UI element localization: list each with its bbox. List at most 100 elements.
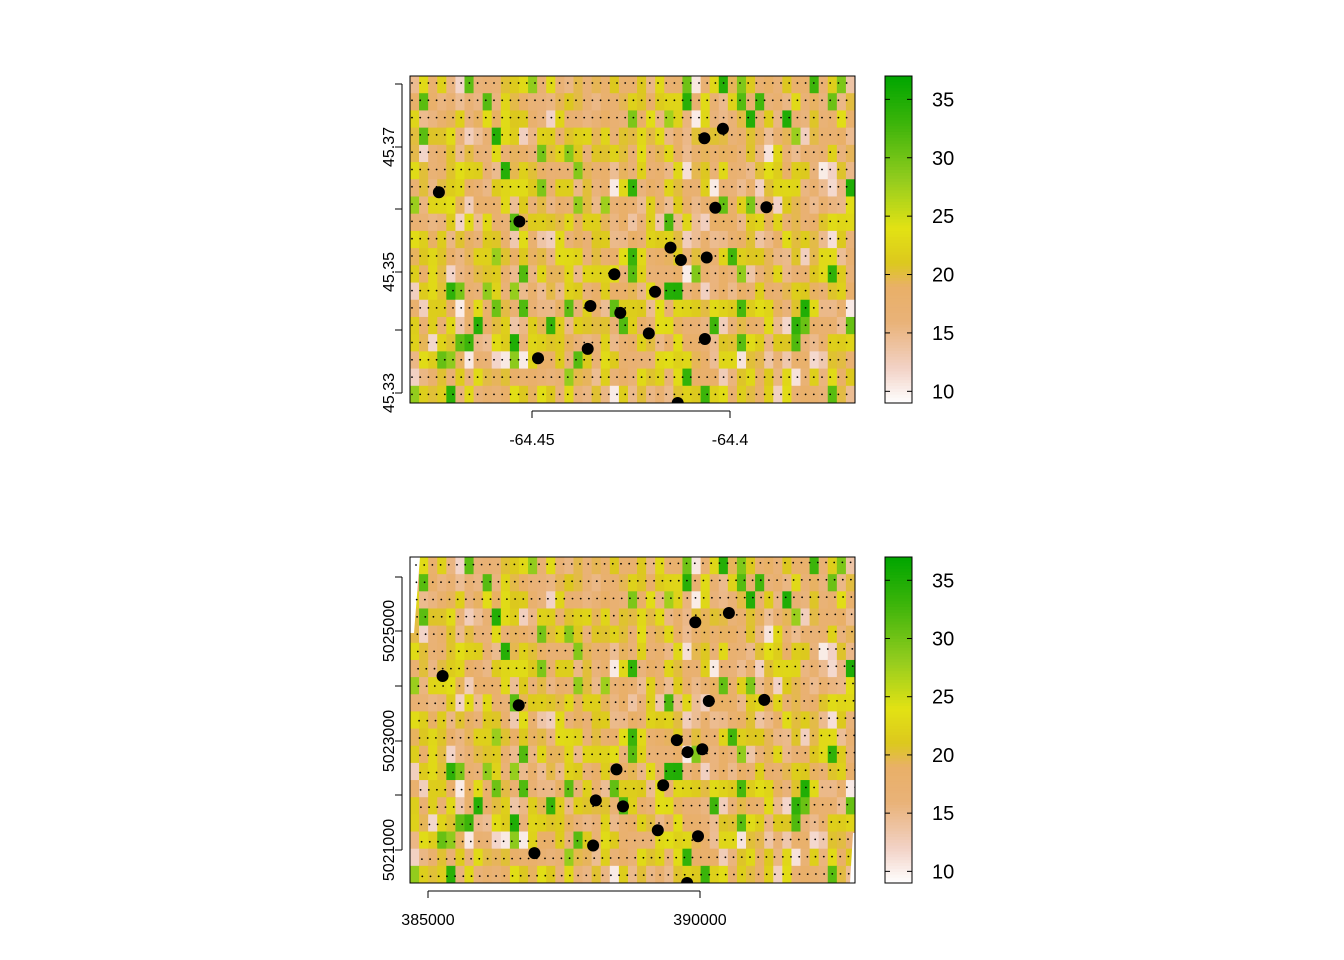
raster-cell xyxy=(609,110,620,129)
raster-cell xyxy=(809,179,820,198)
grid-dot xyxy=(604,580,606,582)
raster-cell xyxy=(718,659,729,678)
grid-dot xyxy=(606,718,609,721)
raster-cell xyxy=(582,659,593,678)
grid-dot xyxy=(421,875,424,878)
raster-cell xyxy=(500,745,511,764)
grid-dot xyxy=(842,596,844,598)
grid-dot xyxy=(534,805,537,808)
grid-dot xyxy=(673,272,676,275)
grid-dot xyxy=(540,701,543,704)
grid-dot xyxy=(722,116,725,119)
raster-cell xyxy=(682,351,693,370)
grid-dot xyxy=(649,787,651,790)
raster-cell xyxy=(646,659,656,678)
grid-dot xyxy=(797,804,799,806)
raster-cell xyxy=(646,144,656,163)
grid-dot xyxy=(837,168,840,171)
raster-cell xyxy=(410,385,420,403)
raster-cell xyxy=(682,265,693,284)
raster-cell xyxy=(600,385,611,403)
raster-cell xyxy=(600,814,611,833)
observation-point xyxy=(642,327,655,340)
grid-dot xyxy=(486,823,488,825)
raster-cell xyxy=(836,711,847,730)
grid-dot xyxy=(591,82,594,84)
raster-cell xyxy=(428,745,438,764)
raster-cell xyxy=(564,625,575,644)
grid-dot xyxy=(737,683,740,685)
grid-dot xyxy=(476,185,479,188)
grid-dot xyxy=(452,376,454,378)
raster-cell xyxy=(782,334,793,352)
raster-cell xyxy=(827,334,838,352)
raster-cell xyxy=(491,642,502,661)
grid-dot xyxy=(821,358,823,361)
grid-dot xyxy=(714,185,717,188)
grid-dot xyxy=(579,580,582,583)
raster-cell xyxy=(700,711,711,730)
grid-dot xyxy=(589,684,592,686)
grid-dot xyxy=(729,717,732,720)
raster-cell xyxy=(827,213,838,232)
grid-dot xyxy=(804,203,807,206)
grid-dot xyxy=(566,151,569,154)
grid-dot xyxy=(427,307,430,309)
grid-dot xyxy=(761,648,763,651)
grid-dot xyxy=(458,702,461,704)
grid-dot xyxy=(730,99,733,102)
raster-cell xyxy=(709,591,720,610)
raster-cell xyxy=(482,659,493,678)
raster-cell xyxy=(773,265,783,284)
raster-cell xyxy=(573,591,584,610)
grid-dot xyxy=(646,666,649,669)
grid-dot xyxy=(847,838,849,841)
grid-dot xyxy=(558,151,561,154)
grid-dot xyxy=(845,324,848,327)
grid-dot xyxy=(419,151,422,154)
raster-cell xyxy=(410,93,420,112)
raster-cell xyxy=(419,265,429,284)
grid-dot xyxy=(665,255,668,257)
raster-cell xyxy=(764,677,774,695)
raster-cell xyxy=(746,574,756,592)
raster-cell xyxy=(491,93,502,112)
raster-cell xyxy=(600,368,611,387)
grid-dot xyxy=(601,874,604,877)
raster-cell xyxy=(446,865,457,883)
raster-cell xyxy=(646,694,656,713)
grid-dot xyxy=(711,631,714,634)
raster-cell xyxy=(664,351,674,370)
raster-cell xyxy=(564,659,575,678)
grid-dot xyxy=(556,649,558,652)
raster-cell xyxy=(591,334,602,352)
grid-dot xyxy=(484,341,487,344)
raster-cell xyxy=(446,368,457,387)
raster-cell xyxy=(664,127,674,146)
raster-cell xyxy=(773,385,783,403)
raster-cell xyxy=(428,179,438,198)
grid-dot xyxy=(748,821,751,824)
raster-cell xyxy=(637,144,647,163)
grid-dot xyxy=(476,307,479,309)
raster-cell xyxy=(664,831,674,850)
grid-dot xyxy=(591,134,594,136)
raster-cell xyxy=(709,230,720,249)
raster-cell xyxy=(518,265,529,284)
grid-dot xyxy=(607,151,610,154)
legend-swatch xyxy=(885,789,912,794)
grid-dot xyxy=(452,185,454,188)
grid-dot xyxy=(427,358,430,361)
grid-dot xyxy=(821,307,823,309)
grid-dot xyxy=(755,358,758,361)
raster-cell xyxy=(782,677,793,695)
grid-dot xyxy=(646,631,648,634)
raster-cell xyxy=(419,213,429,232)
raster-cell xyxy=(528,248,538,266)
grid-dot xyxy=(671,683,674,686)
grid-dot xyxy=(640,134,643,136)
grid-dot xyxy=(542,99,545,102)
grid-dot xyxy=(419,393,422,396)
grid-dot xyxy=(755,220,758,223)
grid-dot xyxy=(694,597,697,599)
